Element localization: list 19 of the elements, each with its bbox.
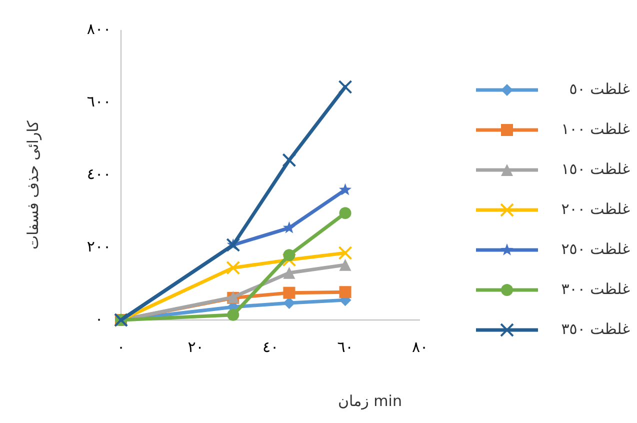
x-tick-label: ٨٠ (412, 338, 428, 356)
x-tick-label: ٤٠ (262, 338, 279, 356)
y-tick-label: ٠ (94, 310, 104, 328)
y-tick-label: ٢٠٠ (86, 238, 112, 256)
legend-label: غلظت ٣٥٠ (561, 320, 630, 338)
x-tick-label: ٢٠ (188, 338, 204, 356)
x-axis-title: زمان min (338, 392, 402, 410)
legend-label: غلظت ١٠٠ (561, 120, 630, 138)
y-tick-label: ٨٠٠ (86, 20, 112, 38)
x-tick-label: ٠ (116, 338, 126, 356)
y-tick-label: ٤٠٠ (86, 165, 112, 184)
legend-label: غلظت ٥٠ (569, 80, 630, 98)
legend-label: غلظت ٣٠٠ (561, 280, 630, 298)
x-tick-label: ٦٠ (337, 338, 354, 356)
legend-label: غلظت ٢٠٠ (561, 200, 630, 218)
y-axis-title: کارائی حذف فسفات (24, 120, 42, 250)
legend-label: غلظت ٢٥٠ (561, 240, 630, 258)
y-tick-label: ٦٠٠ (86, 92, 112, 111)
legend-label: غلظت ١٥٠ (561, 160, 630, 178)
